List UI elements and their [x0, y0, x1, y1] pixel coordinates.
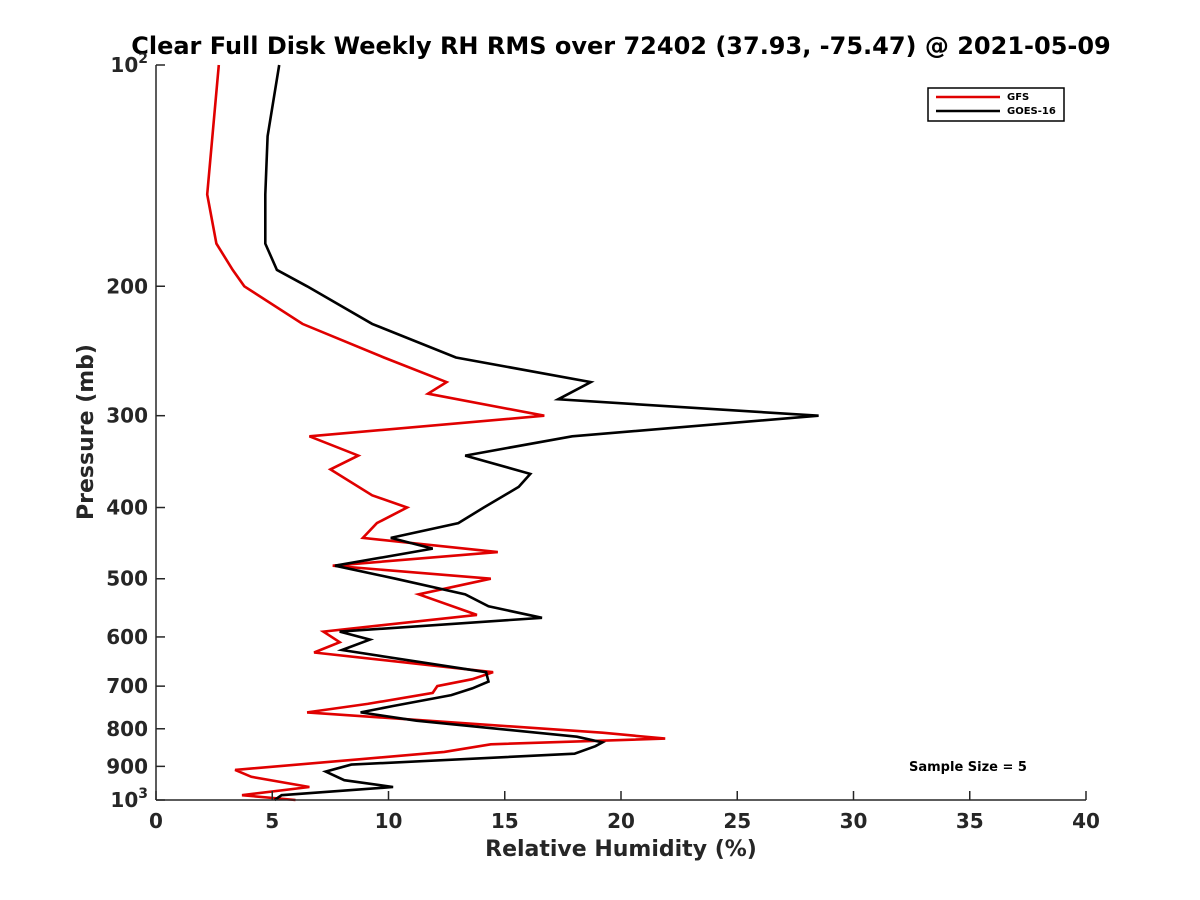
y-tick-label: 700	[106, 674, 148, 698]
x-tick-label: 35	[956, 809, 984, 833]
legend: GFS GOES-16	[927, 87, 1065, 122]
y-tick-label: 800	[106, 717, 148, 741]
series-line-goes16	[263, 64, 819, 802]
y-tick-label: 300	[106, 404, 148, 428]
y-tick-label: 400	[106, 496, 148, 520]
y-tick-group: 102 200 300 400 500 600 700 800 900 103	[106, 51, 165, 812]
y-tick-label: 600	[106, 625, 148, 649]
x-tick-label: 40	[1072, 809, 1100, 833]
chart-title: Clear Full Disk Weekly RH RMS over 72402…	[131, 32, 1111, 60]
y-tick-label: 500	[106, 567, 148, 591]
y-tick-label: 102	[110, 51, 148, 77]
x-tick-group: 0 5 10 15 20 25 30 35 40	[149, 791, 1100, 833]
x-tick-label: 25	[723, 809, 751, 833]
x-tick-label: 15	[491, 809, 519, 833]
series-layer	[205, 64, 819, 802]
legend-box	[927, 87, 1065, 122]
series-line-gfs	[205, 64, 666, 802]
x-tick-label: 0	[149, 809, 163, 833]
x-tick-label: 20	[607, 809, 635, 833]
sample-size-annotation: Sample Size = 5	[909, 760, 1027, 775]
y-tick-label: 200	[106, 274, 148, 298]
y-tick-label: 900	[106, 754, 148, 778]
x-tick-label: 5	[265, 809, 279, 833]
y-tick-label: 103	[110, 786, 148, 812]
x-axis-label: Relative Humidity (%)	[485, 837, 757, 862]
x-tick-label: 10	[375, 809, 403, 833]
legend-gfs-label: GFS	[1007, 92, 1029, 103]
legend-goes16-label: GOES-16	[1007, 106, 1056, 117]
y-axis-label: Pressure (mb)	[74, 344, 99, 520]
x-tick-label: 30	[840, 809, 868, 833]
